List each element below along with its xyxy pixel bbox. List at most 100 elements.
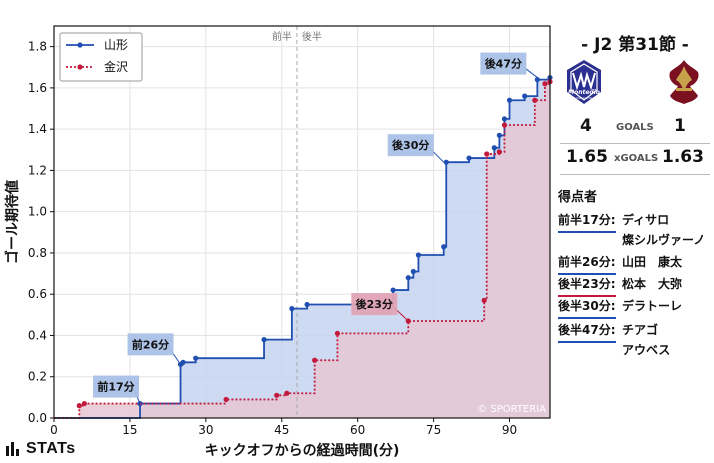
scorer-name: デラトーレ bbox=[622, 299, 683, 313]
data-point-away bbox=[223, 396, 229, 403]
scorer-row: 前半17分: ディサロ bbox=[558, 210, 669, 233]
y-tick-label: 1.0 bbox=[28, 205, 47, 219]
scorer-time: 後半47分: bbox=[558, 320, 616, 343]
data-point-away bbox=[542, 81, 548, 87]
annotation-box bbox=[480, 52, 527, 75]
home-xg: 1.65 bbox=[566, 147, 608, 167]
data-point-away bbox=[501, 122, 508, 128]
data-point-home bbox=[180, 359, 186, 365]
data-point-home bbox=[289, 306, 295, 312]
scorer-row: 前半26分: 山田 康太 bbox=[558, 252, 682, 275]
legend-marker-away bbox=[77, 64, 83, 70]
away-xg: 1.63 bbox=[662, 147, 704, 167]
data-point-home bbox=[261, 337, 267, 343]
stats-brand: STATs bbox=[6, 440, 76, 458]
data-point-home bbox=[491, 145, 497, 151]
goal-annotation: 前17分 bbox=[93, 375, 141, 404]
scorer-time: 後半30分: bbox=[558, 296, 616, 319]
x-axis-title: キックオフからの経過時間(分) bbox=[205, 442, 400, 459]
data-point-home bbox=[415, 252, 422, 258]
scorer-time: 後半23分: bbox=[558, 274, 616, 297]
legend-label-home: 山形 bbox=[104, 38, 128, 52]
y-tick-label: 1.6 bbox=[28, 81, 47, 95]
data-point-away bbox=[484, 151, 490, 157]
x-tick-label: 0 bbox=[50, 423, 58, 437]
data-point-home bbox=[193, 355, 199, 361]
data-point-away bbox=[532, 97, 538, 103]
y-tick-label: 1.8 bbox=[28, 40, 47, 54]
data-point-home bbox=[506, 97, 513, 103]
annotation-label: 前17分 bbox=[97, 380, 134, 394]
y-tick-label: 0.0 bbox=[28, 411, 47, 425]
annotation-box bbox=[351, 293, 398, 316]
data-point-away bbox=[81, 400, 87, 407]
annotation-box bbox=[387, 134, 434, 157]
scorer-name: チアゴ bbox=[622, 323, 659, 337]
data-point-home bbox=[534, 77, 540, 83]
y-tick-label: 0.6 bbox=[28, 287, 47, 301]
annotation-label: 後23分 bbox=[356, 297, 393, 311]
match-summary-panel: - J2 第31節 - Montedio YAMAGATA 4 GOALS 1 … bbox=[556, 0, 714, 463]
data-point-home bbox=[496, 132, 502, 138]
y-tick-label: 0.4 bbox=[28, 328, 47, 342]
data-point-away bbox=[284, 390, 290, 396]
data-point-home bbox=[390, 287, 396, 293]
watermark: © SPORTERIA bbox=[477, 404, 546, 415]
goal-annotation: 後23分 bbox=[351, 293, 409, 322]
goal-annotation: 前26分 bbox=[127, 333, 181, 365]
y-tick-label: 0.8 bbox=[28, 246, 47, 260]
home-badge-text: Montedio bbox=[568, 89, 600, 96]
legend-marker-home bbox=[77, 42, 83, 48]
legend-box bbox=[59, 32, 143, 82]
series-line-away bbox=[54, 81, 551, 419]
data-point-away bbox=[481, 297, 487, 303]
stats-logo-icon bbox=[6, 441, 19, 456]
xg-timeline-chart: 前半 後半 0.0 0.2 0.4 0.6 0.8 1.0 1.2 1.4 1.6 1.8 0 15 30… bbox=[4, 25, 553, 459]
data-point-away bbox=[312, 357, 318, 363]
y-axis-title: ゴール期待値 bbox=[4, 180, 21, 264]
goal-annotation: 後47分 bbox=[480, 52, 538, 78]
scorer-name: アウベス bbox=[622, 343, 671, 357]
y-tick-label: 0.2 bbox=[28, 370, 47, 384]
goal-annotation: 後30分 bbox=[387, 134, 445, 163]
scorers-title: 得点者 bbox=[558, 190, 598, 205]
divider bbox=[560, 174, 710, 175]
home-badge-subtext: YAMAGATA bbox=[576, 96, 593, 100]
scorer-row: 後半23分: 松本 大弥 bbox=[558, 274, 682, 297]
halftime-label: 前半 後半 bbox=[272, 30, 322, 43]
goals-row: 4 GOALS 1 bbox=[556, 116, 714, 140]
data-point-away bbox=[76, 403, 82, 409]
away-goals: 1 bbox=[674, 116, 686, 136]
annotation-label: 前26分 bbox=[132, 337, 169, 351]
scorer-row: 後半30分: デラトーレ bbox=[558, 296, 682, 319]
data-point-away bbox=[334, 330, 341, 337]
x-tick-label: 45 bbox=[274, 423, 289, 437]
annotation-box bbox=[127, 333, 174, 356]
away-team-badge bbox=[669, 60, 699, 104]
scorer-row: 後半47分: チアゴ bbox=[558, 320, 658, 343]
data-point-away bbox=[496, 149, 502, 155]
stats-brand-text: STATs bbox=[26, 440, 76, 457]
data-point-home bbox=[405, 275, 411, 281]
data-point-home bbox=[441, 244, 447, 250]
xg-label: xGOALS bbox=[614, 153, 659, 164]
scorer-time: 前半17分: bbox=[558, 210, 616, 233]
data-point-home bbox=[501, 116, 508, 122]
home-team-badge: Montedio YAMAGATA bbox=[567, 60, 601, 104]
data-point-home bbox=[466, 155, 472, 161]
xg-row: 1.65 xGOALS 1.63 bbox=[556, 147, 714, 171]
home-goals: 4 bbox=[580, 116, 592, 136]
y-tick-label: 1.2 bbox=[28, 163, 47, 177]
match-title: - J2 第31節 - bbox=[581, 35, 689, 55]
data-point-home bbox=[304, 301, 310, 308]
plot-frame bbox=[53, 25, 551, 419]
scorer-name: ディサロ bbox=[622, 213, 670, 227]
series-line-home bbox=[54, 77, 551, 419]
data-point-home bbox=[443, 159, 449, 165]
scorer-name: 燦シルヴァーノ bbox=[622, 233, 706, 247]
scorer-name: 松本 大弥 bbox=[622, 277, 683, 291]
x-tick-label: 15 bbox=[122, 423, 137, 437]
data-point-home bbox=[522, 93, 528, 99]
x-tick-label: 60 bbox=[350, 423, 365, 437]
